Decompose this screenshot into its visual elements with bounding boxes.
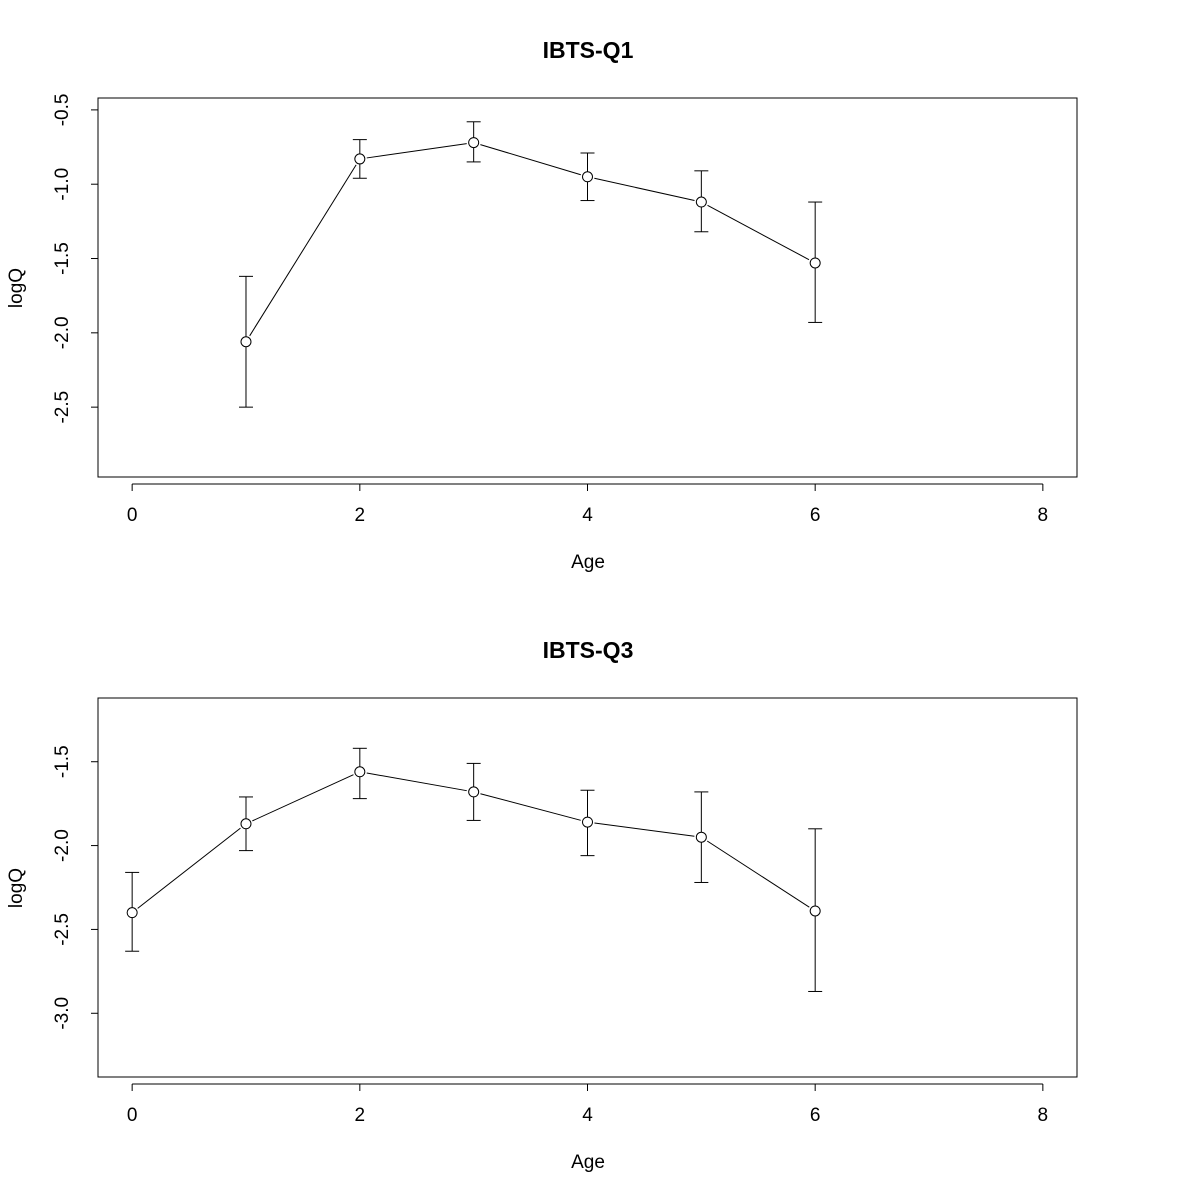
- series-line-segment: [249, 164, 357, 337]
- series-line-segment: [366, 772, 467, 792]
- x-tick-label: 4: [582, 1105, 593, 1126]
- series-line-segment: [480, 793, 581, 821]
- series-line-segment: [137, 827, 241, 909]
- series-marks: [125, 747, 823, 992]
- y-tick-label: -2.5: [52, 391, 73, 424]
- x-axis: 0 2 4 6 8: [127, 1083, 1049, 1126]
- y-axis: -1.5 -2.0 -2.5 -3.0: [52, 745, 99, 1030]
- y-axis-label: logQ: [6, 268, 27, 308]
- series-marks: [238, 121, 823, 408]
- data-point: [354, 153, 366, 165]
- x-axis: 0 2 4 6 8: [127, 483, 1049, 526]
- data-point: [695, 831, 707, 843]
- x-tick-label: 8: [1038, 1105, 1049, 1126]
- data-point: [468, 137, 480, 149]
- x-tick-label: 6: [810, 505, 821, 526]
- panel-ibts-q1: IBTS-Q1 0 2 4 6 8 -0.5 -1.0 -1.5 -2.0 -2.5 Age l…: [6, 37, 1078, 573]
- series-line-segment: [366, 143, 467, 159]
- x-tick-label: 2: [355, 1105, 366, 1126]
- x-tick-label: 4: [582, 505, 593, 526]
- chart-title: IBTS-Q3: [543, 637, 634, 663]
- x-tick-label: 0: [127, 1105, 138, 1126]
- data-point: [126, 907, 138, 919]
- x-tick-label: 8: [1038, 505, 1049, 526]
- series-line-segment: [594, 177, 695, 202]
- x-axis-label: Age: [571, 1152, 605, 1173]
- x-tick-label: 2: [355, 505, 366, 526]
- x-axis-label: Age: [571, 552, 605, 573]
- series-line-segment: [480, 144, 581, 176]
- x-tick-label: 6: [810, 1105, 821, 1126]
- data-point: [468, 786, 480, 798]
- data-point: [809, 905, 821, 917]
- data-point: [809, 257, 821, 269]
- plot-frame: [97, 697, 1078, 1078]
- y-tick-label: -1.5: [52, 242, 73, 275]
- series-line-segment: [252, 774, 354, 822]
- data-point: [354, 766, 366, 778]
- y-tick-label: -2.0: [52, 316, 73, 349]
- y-tick-label: -1.0: [52, 168, 73, 201]
- data-point: [582, 171, 593, 183]
- series-line-segment: [594, 822, 695, 837]
- y-tick-label: -1.5: [52, 745, 73, 778]
- series-line-segment: [707, 204, 810, 261]
- x-tick-label: 0: [127, 505, 138, 526]
- series-line-segment: [706, 840, 810, 908]
- chart-title: IBTS-Q1: [543, 37, 634, 63]
- data-point: [582, 816, 593, 828]
- y-tick-label: -2.0: [52, 829, 73, 862]
- y-tick-label: -0.5: [52, 94, 73, 127]
- y-tick-label: -3.0: [52, 997, 73, 1030]
- y-axis: -0.5 -1.0 -1.5 -2.0 -2.5: [52, 94, 99, 424]
- data-point: [240, 336, 252, 348]
- data-point: [240, 818, 252, 830]
- data-point: [695, 196, 707, 208]
- y-tick-label: -2.5: [52, 913, 73, 946]
- y-axis-label: logQ: [6, 868, 27, 908]
- panel-ibts-q3: IBTS-Q3 0 2 4 6 8 -1.5 -2.0 -2.5 -3.0 Age logQ: [6, 637, 1078, 1173]
